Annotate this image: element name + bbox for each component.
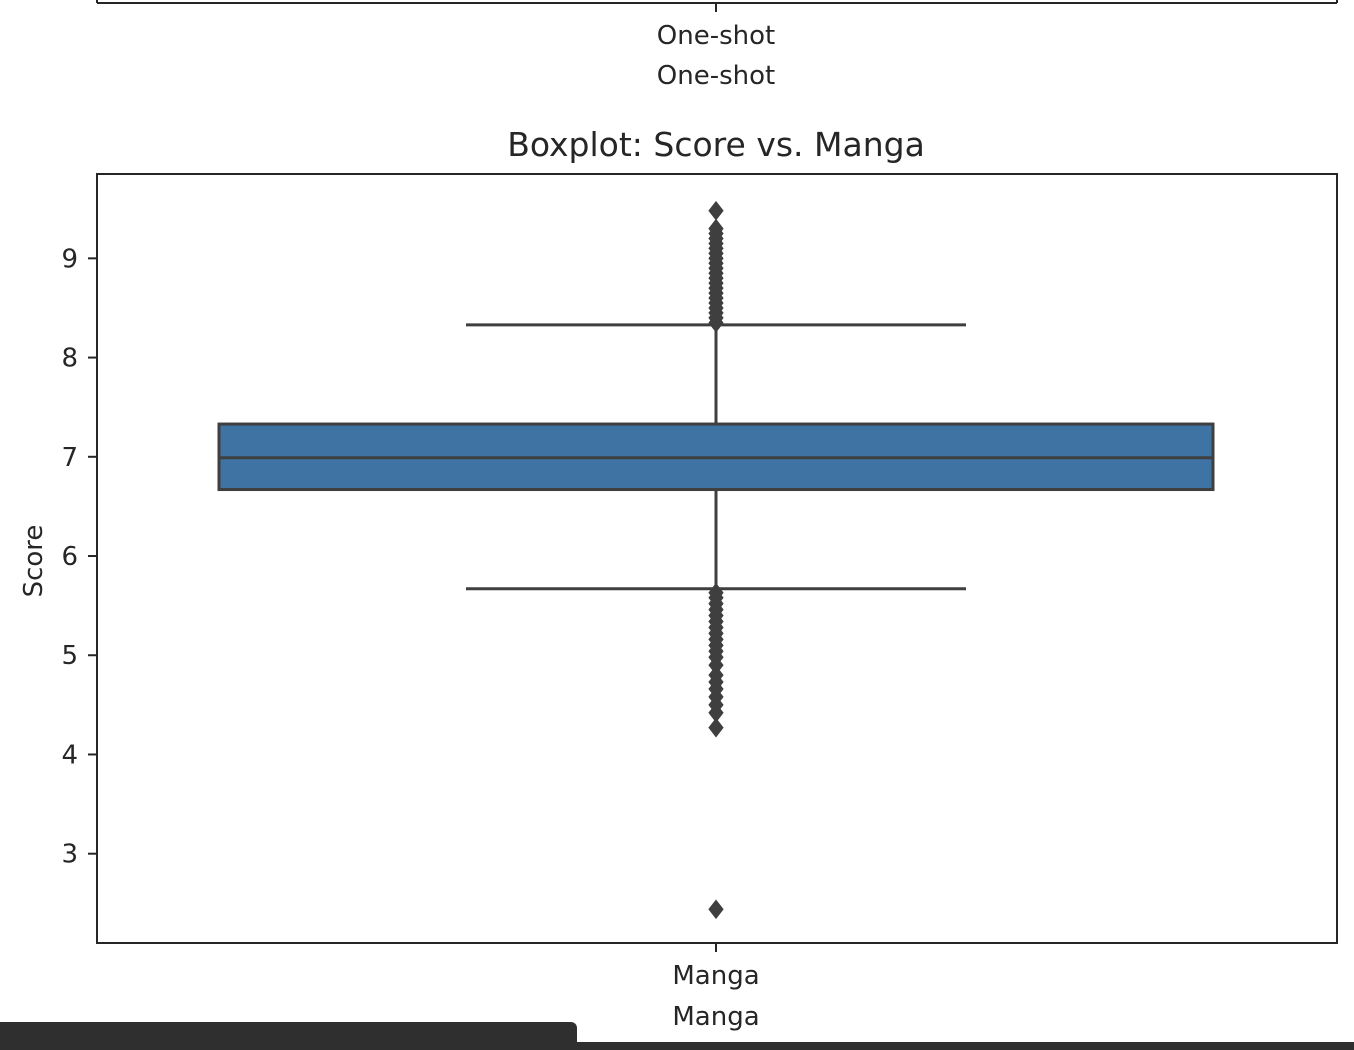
outlier-point-high (708, 200, 724, 221)
y-tick-label: 3 (61, 840, 78, 870)
y-tick-label: 9 (61, 244, 78, 274)
outlier-point-high (708, 218, 724, 239)
previous-x-axis-label: One-shot (657, 61, 775, 91)
y-tick-label: 5 (61, 641, 78, 671)
previous-chart-remnant: One-shot One-shot (96, 0, 1338, 91)
outlier-point-low (708, 899, 724, 920)
y-tick-label: 4 (61, 740, 78, 770)
previous-x-tick-label: One-shot (657, 21, 775, 51)
chart-title: Boxplot: Score vs. Manga (507, 125, 925, 164)
x-tick-label: Manga (672, 961, 759, 991)
y-axis-label: Score (19, 525, 49, 598)
plot-area (217, 200, 1215, 920)
y-tick-label: 7 (61, 443, 78, 473)
notebook-status-bar (0, 1022, 577, 1050)
horizontal-scrollbar[interactable] (577, 1042, 1354, 1050)
x-axis-label: Manga (672, 1002, 759, 1032)
y-tick-label: 8 (61, 344, 78, 374)
y-axis: 3 4 5 6 7 8 9 (61, 244, 97, 870)
y-tick-label: 6 (61, 542, 78, 572)
outlier-point-low (708, 717, 724, 738)
